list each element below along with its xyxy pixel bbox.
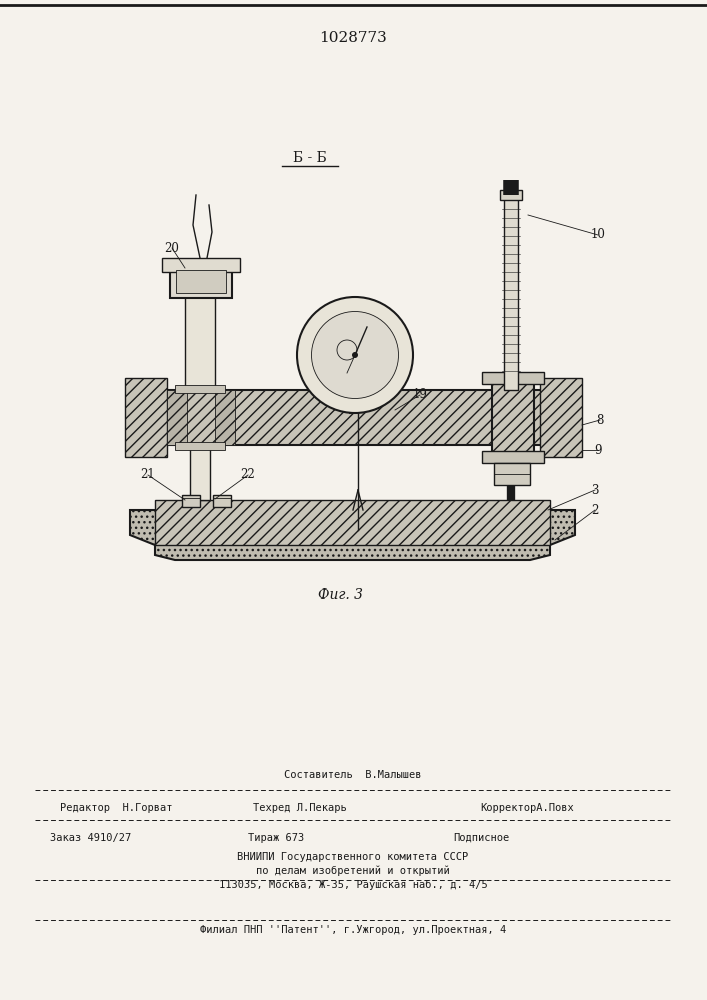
- Polygon shape: [125, 378, 167, 457]
- Polygon shape: [176, 270, 226, 293]
- Polygon shape: [182, 495, 200, 507]
- Text: Заказ 4910/27: Заказ 4910/27: [50, 833, 132, 843]
- Polygon shape: [175, 442, 225, 450]
- Polygon shape: [185, 280, 215, 390]
- Polygon shape: [494, 463, 530, 485]
- Text: 1028773: 1028773: [319, 31, 387, 45]
- Circle shape: [297, 297, 413, 413]
- Text: Техред Л.Пекарь: Техред Л.Пекарь: [253, 803, 346, 813]
- Text: Б - Б: Б - Б: [293, 151, 327, 165]
- Text: 8: 8: [596, 414, 604, 426]
- Polygon shape: [215, 390, 235, 445]
- Text: Филиал ПНП ''Патент'', г.Ужгород, ул.Проектная, 4: Филиал ПНП ''Патент'', г.Ужгород, ул.Про…: [200, 925, 506, 935]
- Polygon shape: [492, 375, 534, 460]
- Polygon shape: [167, 390, 187, 445]
- Text: Составитель  В.Малышев: Составитель В.Малышев: [284, 770, 422, 780]
- Text: 113035, Москва, Ж-35, Раушская наб., д. 4/5: 113035, Москва, Ж-35, Раушская наб., д. …: [218, 880, 487, 890]
- Text: 19: 19: [413, 388, 428, 401]
- Polygon shape: [190, 445, 210, 500]
- Text: по делам изобретений и открытий: по делам изобретений и открытий: [256, 866, 450, 876]
- Text: Подписное: Подписное: [453, 833, 509, 843]
- Text: ВНИИПИ Государственного комитета СССР: ВНИИПИ Государственного комитета СССР: [238, 852, 469, 862]
- Text: 9: 9: [595, 444, 602, 456]
- Polygon shape: [170, 270, 232, 298]
- Polygon shape: [482, 372, 544, 384]
- Polygon shape: [500, 190, 522, 200]
- Polygon shape: [155, 500, 550, 545]
- Polygon shape: [540, 378, 582, 457]
- Polygon shape: [504, 195, 518, 390]
- Polygon shape: [175, 385, 225, 393]
- Text: 10: 10: [590, 229, 605, 241]
- Text: 3: 3: [591, 484, 599, 496]
- Text: Редактор  Н.Горват: Редактор Н.Горват: [60, 803, 173, 813]
- Circle shape: [352, 352, 358, 358]
- Polygon shape: [482, 451, 544, 463]
- Polygon shape: [162, 258, 240, 272]
- Text: Тираж 673: Тираж 673: [248, 833, 304, 843]
- Text: Фиг. 3: Фиг. 3: [317, 588, 363, 602]
- Text: КорректорА.Повх: КорректорА.Повх: [480, 803, 574, 813]
- Polygon shape: [213, 495, 231, 507]
- Text: 21: 21: [141, 468, 156, 482]
- Text: 22: 22: [240, 468, 255, 482]
- Circle shape: [312, 312, 399, 398]
- Text: 20: 20: [165, 241, 180, 254]
- Polygon shape: [130, 510, 575, 560]
- Text: 2: 2: [591, 504, 599, 516]
- Polygon shape: [140, 390, 560, 445]
